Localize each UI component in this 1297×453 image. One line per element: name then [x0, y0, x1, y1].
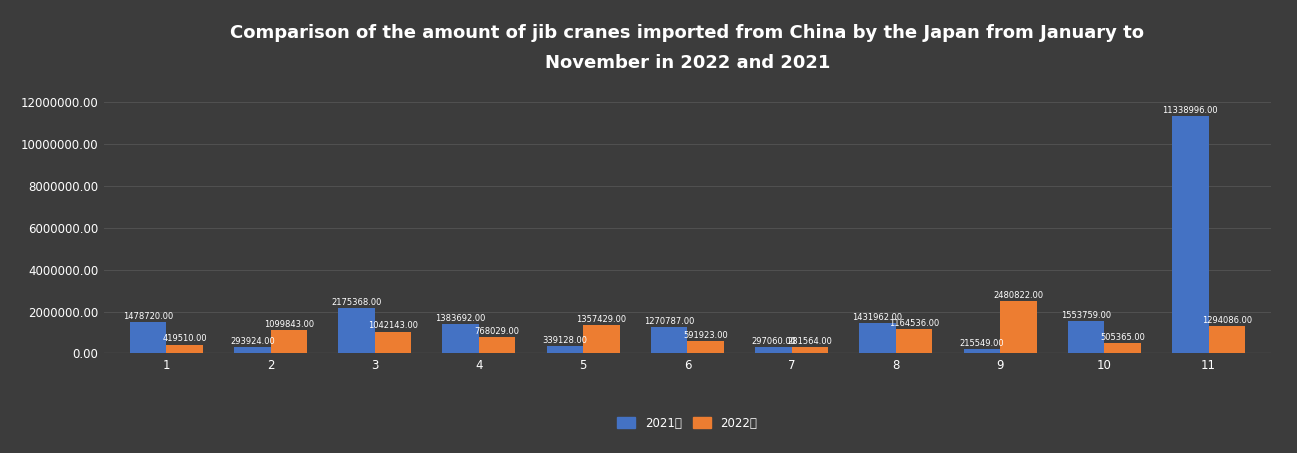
Text: 2480822.00: 2480822.00: [994, 291, 1043, 300]
Text: 1294086.00: 1294086.00: [1202, 316, 1252, 325]
Text: 1042143.00: 1042143.00: [368, 321, 418, 330]
Bar: [1067, 321, 1104, 353]
Text: 215549.00: 215549.00: [960, 338, 1004, 347]
Text: 339128.00: 339128.00: [542, 336, 588, 345]
Text: 281564.00: 281564.00: [787, 337, 833, 346]
Bar: [860, 323, 896, 353]
Bar: [687, 341, 724, 353]
Bar: [479, 337, 515, 353]
Bar: [651, 327, 687, 353]
Text: 1431962.00: 1431962.00: [852, 313, 903, 322]
Bar: [791, 347, 827, 353]
Bar: [1172, 116, 1209, 353]
Bar: [166, 345, 202, 353]
Bar: [233, 347, 271, 353]
Text: 1478720.00: 1478720.00: [123, 312, 174, 321]
Bar: [271, 330, 307, 353]
Bar: [1000, 302, 1036, 353]
Text: 768029.00: 768029.00: [475, 327, 520, 336]
Bar: [584, 325, 620, 353]
Title: Comparison of the amount of jib cranes imported from China by the Japan from Jan: Comparison of the amount of jib cranes i…: [231, 24, 1144, 72]
Bar: [442, 324, 479, 353]
Text: 1270787.00: 1270787.00: [645, 317, 694, 326]
Text: 1357429.00: 1357429.00: [576, 315, 626, 324]
Text: 1164536.00: 1164536.00: [888, 319, 939, 328]
Text: 1553759.00: 1553759.00: [1061, 311, 1112, 320]
Bar: [964, 349, 1000, 353]
Text: 1383692.00: 1383692.00: [436, 314, 486, 323]
Text: 293924.00: 293924.00: [230, 337, 275, 346]
Text: 419510.00: 419510.00: [162, 334, 206, 343]
Legend: 2021年, 2022年: 2021年, 2022年: [612, 412, 763, 434]
Bar: [547, 346, 584, 353]
Text: 591923.00: 591923.00: [684, 331, 728, 340]
Bar: [375, 332, 411, 353]
Bar: [896, 329, 933, 353]
Text: 11338996.00: 11338996.00: [1162, 106, 1218, 115]
Text: 2175368.00: 2175368.00: [331, 298, 381, 307]
Bar: [1104, 343, 1141, 353]
Text: 505365.00: 505365.00: [1100, 333, 1145, 342]
Text: 1099843.00: 1099843.00: [263, 320, 314, 329]
Text: 297060.00: 297060.00: [751, 337, 796, 346]
Bar: [339, 308, 375, 353]
Bar: [755, 347, 791, 353]
Bar: [1209, 326, 1245, 353]
Bar: [130, 323, 166, 353]
